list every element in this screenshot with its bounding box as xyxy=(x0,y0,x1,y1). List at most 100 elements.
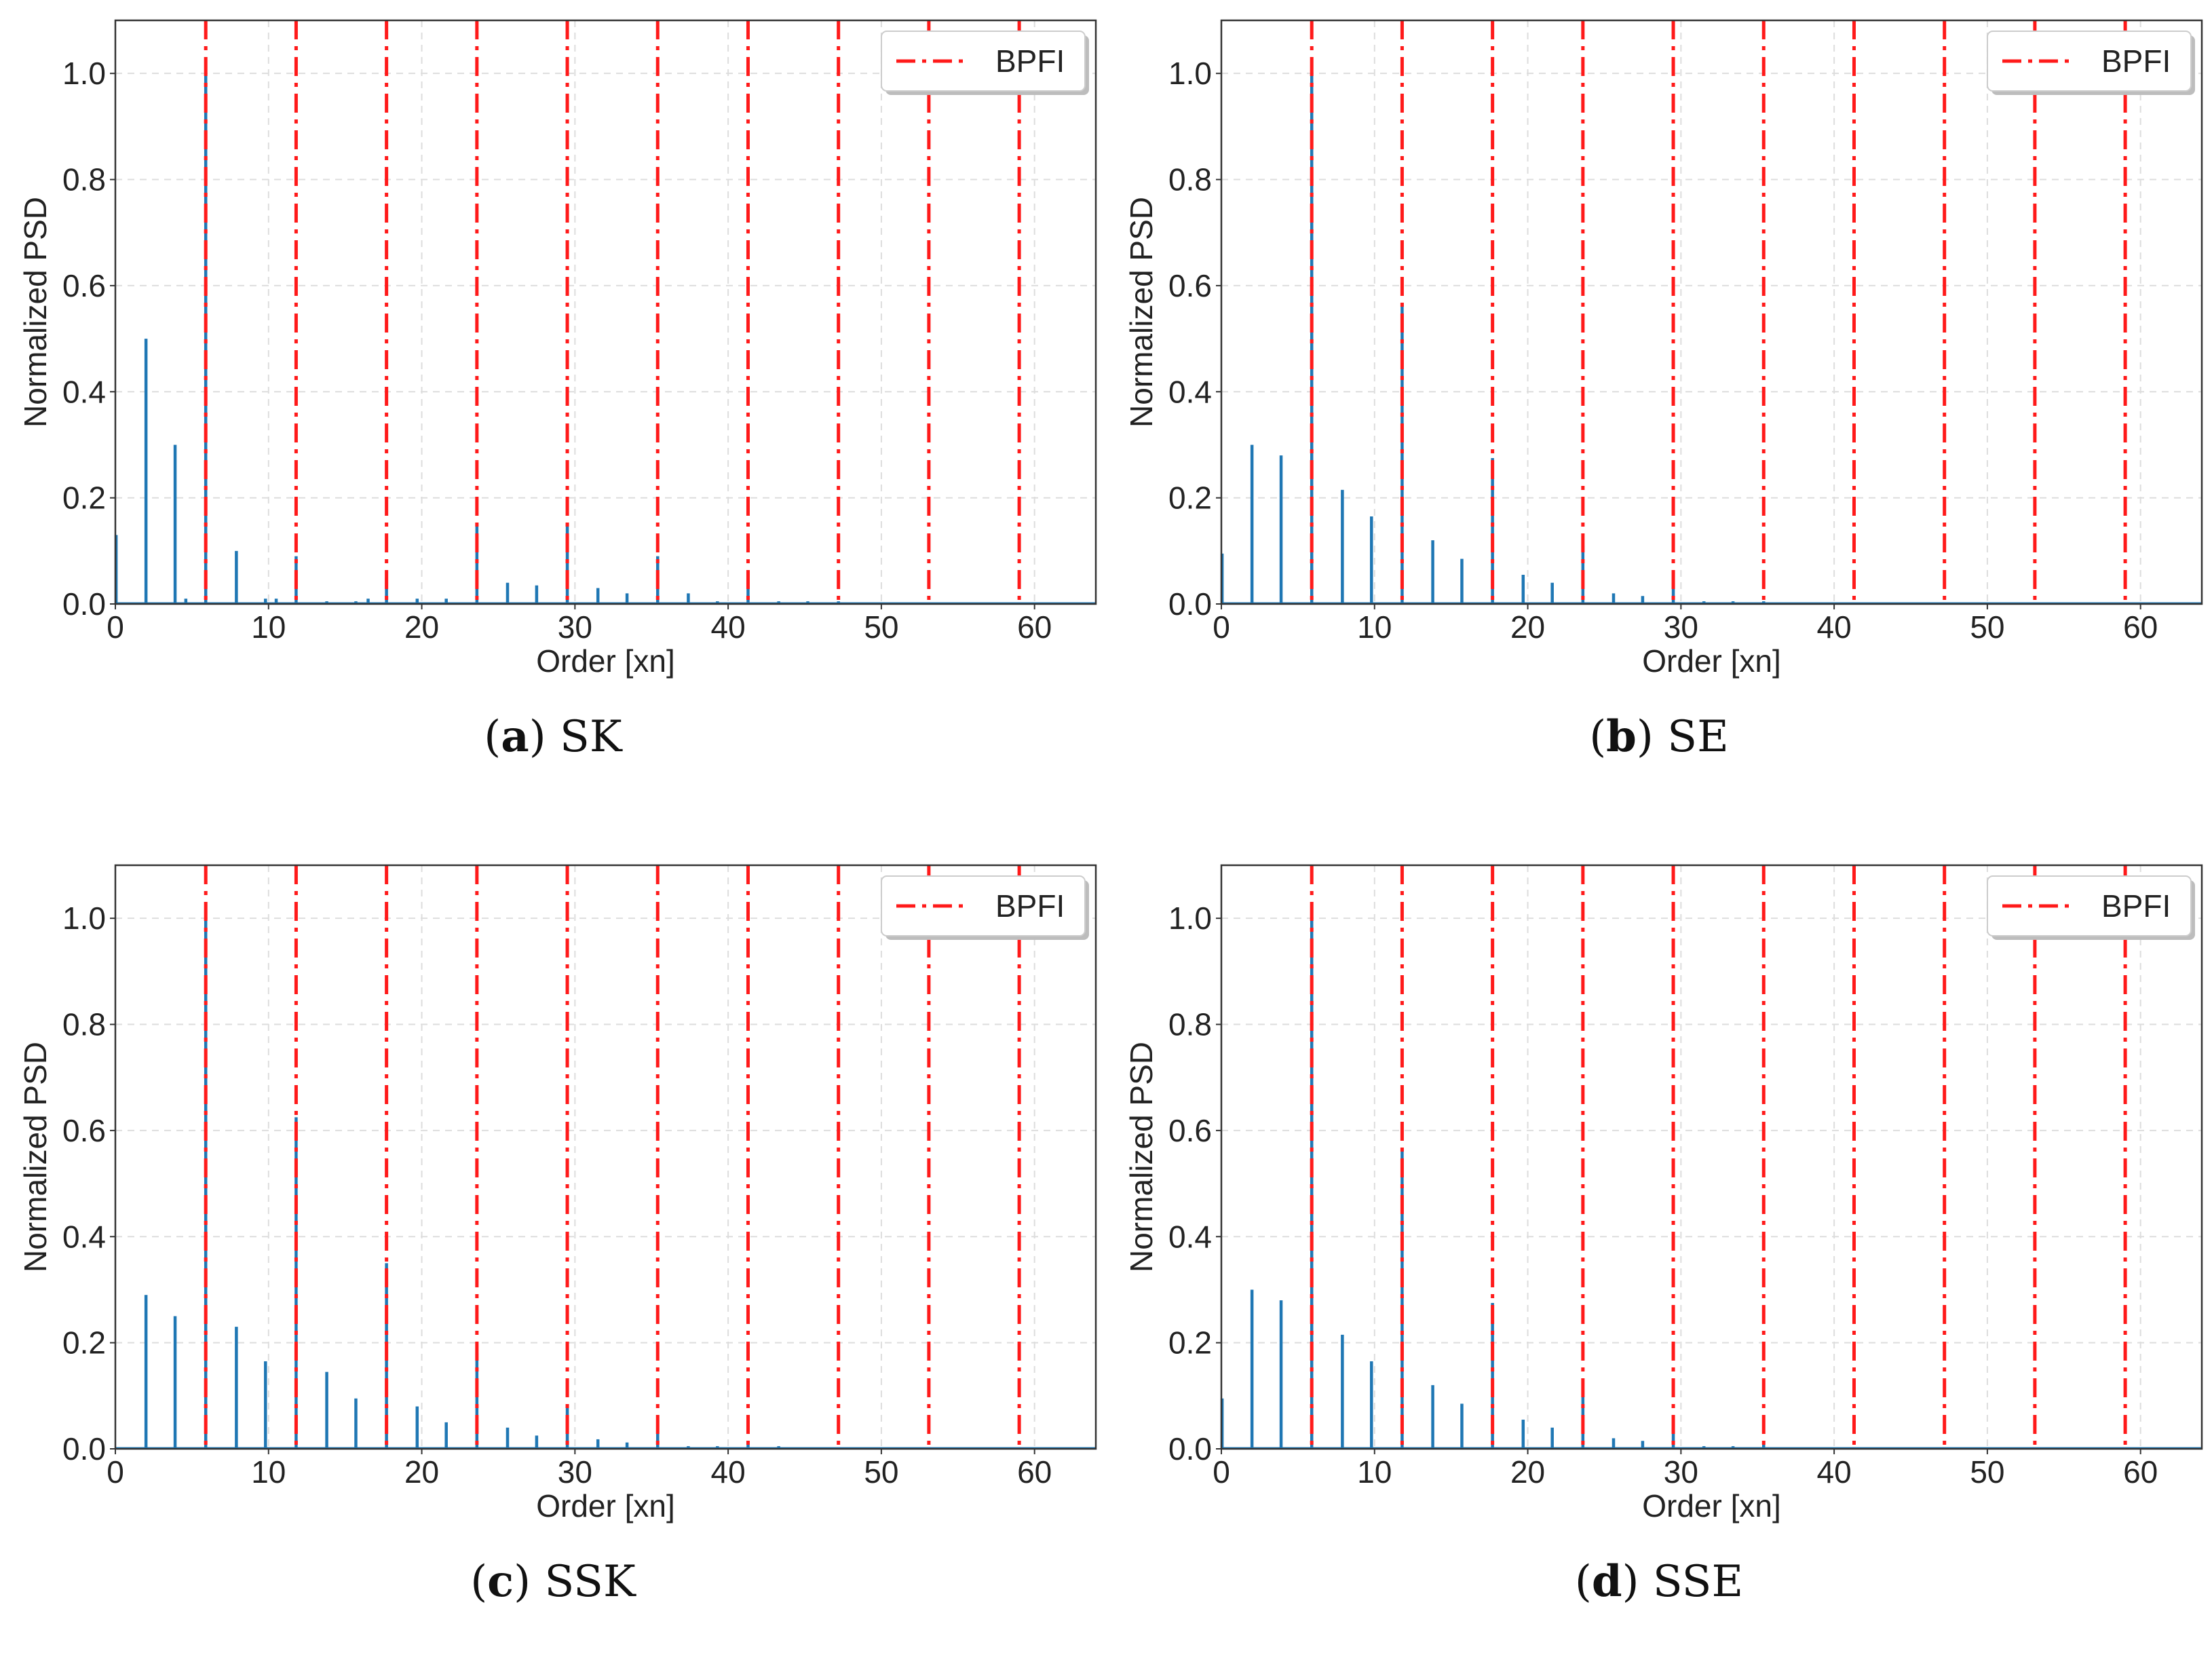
x-tick-label: 0 xyxy=(1213,1454,1230,1490)
plot-frame xyxy=(114,19,1097,605)
chart-d: 0 10 20 30 40 50 60 0.0 0.2 0.4 0.6 0.8 1.0 Order [xn… xyxy=(1124,864,2203,1523)
y-tick-label: 0.6 xyxy=(62,268,106,303)
y-tick-label: 0.0 xyxy=(1168,1431,1212,1466)
caption-label: c xyxy=(487,1556,514,1607)
legend: BPFI xyxy=(1987,31,2195,95)
y-tick-label: 1.0 xyxy=(1168,901,1212,936)
caption-label: a xyxy=(501,711,529,762)
legend-label: BPFI xyxy=(2101,43,2171,79)
x-tick-label: 0 xyxy=(107,1454,124,1490)
x-tick-label: 20 xyxy=(404,609,439,645)
psd-series xyxy=(115,918,1096,1450)
y-tick-label: 0.8 xyxy=(62,1007,106,1042)
plot-frame xyxy=(1220,864,2203,1450)
bpfi-markers xyxy=(1310,20,2127,604)
y-tick-label: 0.6 xyxy=(1168,1113,1212,1148)
panel-a: 0 10 20 30 40 50 60 0.0 0.2 0.4 0.6 0.8 1.0 Order [xn… xyxy=(0,0,1106,821)
y-tick-label: 1.0 xyxy=(62,56,106,91)
x-tick-label: 20 xyxy=(1510,1454,1545,1490)
legend-label: BPFI xyxy=(2101,888,2171,924)
caption-text: SE xyxy=(1667,712,1729,762)
y-tick-label: 0.2 xyxy=(62,1325,106,1361)
legend: BPFI xyxy=(881,875,1089,940)
y-tick-label: 1.0 xyxy=(62,901,106,936)
x-tick-label: 30 xyxy=(1664,609,1698,645)
x-tick-label: 10 xyxy=(1357,609,1392,645)
tick-labels: 0 10 20 30 40 50 60 0.0 0.2 0.4 0.6 0.8 1.0 xyxy=(1168,56,2158,645)
legend-label: BPFI xyxy=(995,888,1065,924)
legend-box xyxy=(881,31,1086,92)
psd-series xyxy=(1220,918,2202,1450)
y-tick-label: 0.8 xyxy=(1168,1007,1212,1042)
x-tick-label: 0 xyxy=(1213,609,1230,645)
x-tick-label: 40 xyxy=(1817,609,1852,645)
y-axis-title: Normalized PSD xyxy=(1124,197,1159,428)
caption-text: SSE xyxy=(1652,1557,1744,1607)
psd-series xyxy=(1220,73,2202,605)
bpfi-markers xyxy=(204,20,1021,604)
x-axis-title: Order [xn] xyxy=(536,643,675,679)
y-tick-label: 0.2 xyxy=(62,480,106,516)
x-tick-label: 60 xyxy=(2123,609,2158,645)
x-tick-label: 30 xyxy=(558,1454,592,1490)
caption-label: b xyxy=(1606,711,1637,762)
x-tick-label: 40 xyxy=(711,609,746,645)
panel-d: 0 10 20 30 40 50 60 0.0 0.2 0.4 0.6 0.8 1.0 Order [xn… xyxy=(1106,845,2212,1666)
x-tick-label: 40 xyxy=(1817,1454,1852,1490)
y-tick-label: 0.4 xyxy=(62,1219,106,1254)
chart-c: 0 10 20 30 40 50 60 0.0 0.2 0.4 0.6 0.8 1.0 Order [xn… xyxy=(18,864,1097,1523)
x-tick-label: 30 xyxy=(558,609,592,645)
chart-a: 0 10 20 30 40 50 60 0.0 0.2 0.4 0.6 0.8 1.0 Order [xn… xyxy=(18,19,1097,679)
grid xyxy=(115,20,1096,605)
caption-a: (a) SK xyxy=(484,711,622,762)
x-tick-label: 50 xyxy=(1970,609,2004,645)
x-tick-label: 40 xyxy=(711,1454,746,1490)
bpfi-markers xyxy=(1310,865,2127,1449)
x-tick-label: 0 xyxy=(107,609,124,645)
y-axis-title: Normalized PSD xyxy=(18,197,53,428)
tick-labels: 0 10 20 30 40 50 60 0.0 0.2 0.4 0.6 0.8 1.0 xyxy=(1168,901,2158,1490)
grid xyxy=(1221,20,2202,605)
legend: BPFI xyxy=(1987,875,2195,940)
x-axis-title: Order [xn] xyxy=(536,1488,675,1523)
x-axis-title: Order [xn] xyxy=(1642,643,1781,679)
x-tick-label: 10 xyxy=(1357,1454,1392,1490)
y-tick-label: 0.0 xyxy=(62,586,106,622)
tick-labels: 0 10 20 30 40 50 60 0.0 0.2 0.4 0.6 0.8 1.0 xyxy=(62,901,1052,1490)
caption-label: d xyxy=(1591,1556,1622,1607)
legend-box xyxy=(881,875,1086,936)
x-tick-label: 50 xyxy=(864,1454,898,1490)
grid xyxy=(1221,865,2202,1450)
caption-text: SK xyxy=(560,712,622,762)
caption-text: SSK xyxy=(544,1557,636,1607)
y-tick-label: 0.2 xyxy=(1168,480,1212,516)
x-tick-label: 20 xyxy=(1510,609,1545,645)
caption-b: (b) SE xyxy=(1589,711,1729,762)
x-axis-title: Order [xn] xyxy=(1642,1488,1781,1523)
x-tick-label: 60 xyxy=(1017,1454,1052,1490)
y-tick-label: 0.2 xyxy=(1168,1325,1212,1361)
x-tick-label: 60 xyxy=(1017,609,1052,645)
legend-label: BPFI xyxy=(995,43,1065,79)
x-tick-label: 60 xyxy=(2123,1454,2158,1490)
x-tick-label: 10 xyxy=(251,609,286,645)
y-tick-label: 1.0 xyxy=(1168,56,1212,91)
legend-box xyxy=(1987,875,2192,936)
y-tick-label: 0.4 xyxy=(1168,374,1212,409)
plot-frame xyxy=(114,864,1097,1450)
y-axis-title: Normalized PSD xyxy=(18,1042,53,1272)
y-tick-label: 0.6 xyxy=(1168,268,1212,303)
bpfi-markers xyxy=(204,865,1021,1449)
grid xyxy=(115,865,1096,1450)
y-tick-label: 0.8 xyxy=(1168,162,1212,197)
legend: BPFI xyxy=(881,31,1089,95)
y-tick-label: 0.4 xyxy=(1168,1219,1212,1254)
x-tick-label: 50 xyxy=(1970,1454,2004,1490)
y-tick-label: 0.0 xyxy=(62,1431,106,1466)
plot-frame xyxy=(1220,19,2203,605)
y-tick-label: 0.6 xyxy=(62,1113,106,1148)
x-tick-label: 50 xyxy=(864,609,898,645)
y-tick-label: 0.0 xyxy=(1168,586,1212,622)
panel-b: 0 10 20 30 40 50 60 0.0 0.2 0.4 0.6 0.8 1.0 Order [xn… xyxy=(1106,0,2212,821)
x-tick-label: 10 xyxy=(251,1454,286,1490)
